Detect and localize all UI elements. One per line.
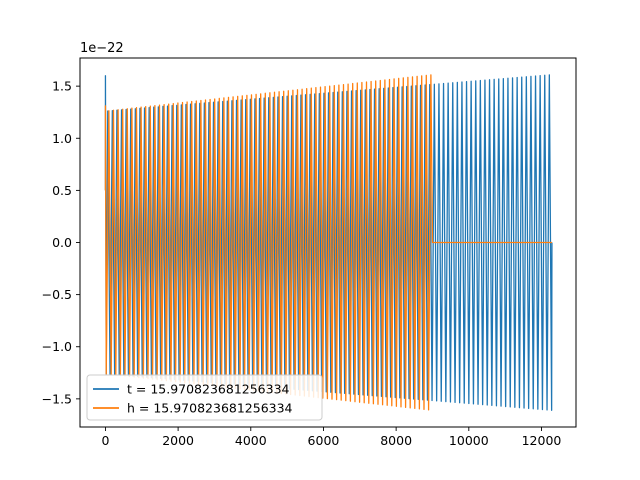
legend-box [86, 374, 323, 421]
legend-label: t = 15.970823681256334 [127, 382, 290, 397]
y-tick-label: −1.0 [42, 339, 72, 354]
x-tick-label: 2000 [162, 433, 194, 448]
legend-label: h = 15.970823681256334 [127, 401, 293, 416]
x-tick-label: 12000 [522, 433, 562, 448]
legend: t = 15.970823681256334 h = 15.97082368125… [86, 374, 323, 421]
x-axis: 0 2000 4000 6000 8000 10000 12000 [101, 427, 561, 448]
y-tick-label: 1.5 [52, 79, 72, 94]
series-line-2 [104, 74, 552, 411]
y-tick-label: 0.5 [52, 183, 72, 198]
x-tick-label: 6000 [308, 433, 340, 448]
plot-area [104, 74, 553, 411]
series-line-1 [104, 74, 553, 411]
y-axis: −1.5 −1.0 −0.5 0.0 0.5 1.0 1.5 [42, 79, 80, 406]
x-tick-label: 10000 [449, 433, 489, 448]
y-tick-label: −0.5 [42, 287, 72, 302]
y-scale-label: 1e−22 [80, 41, 124, 56]
x-tick-label: 0 [101, 433, 109, 448]
y-tick-label: −1.5 [42, 391, 72, 406]
x-tick-label: 8000 [380, 433, 412, 448]
y-tick-label: 0.0 [52, 235, 72, 250]
x-tick-label: 4000 [235, 433, 267, 448]
y-tick-label: 1.0 [52, 131, 72, 146]
